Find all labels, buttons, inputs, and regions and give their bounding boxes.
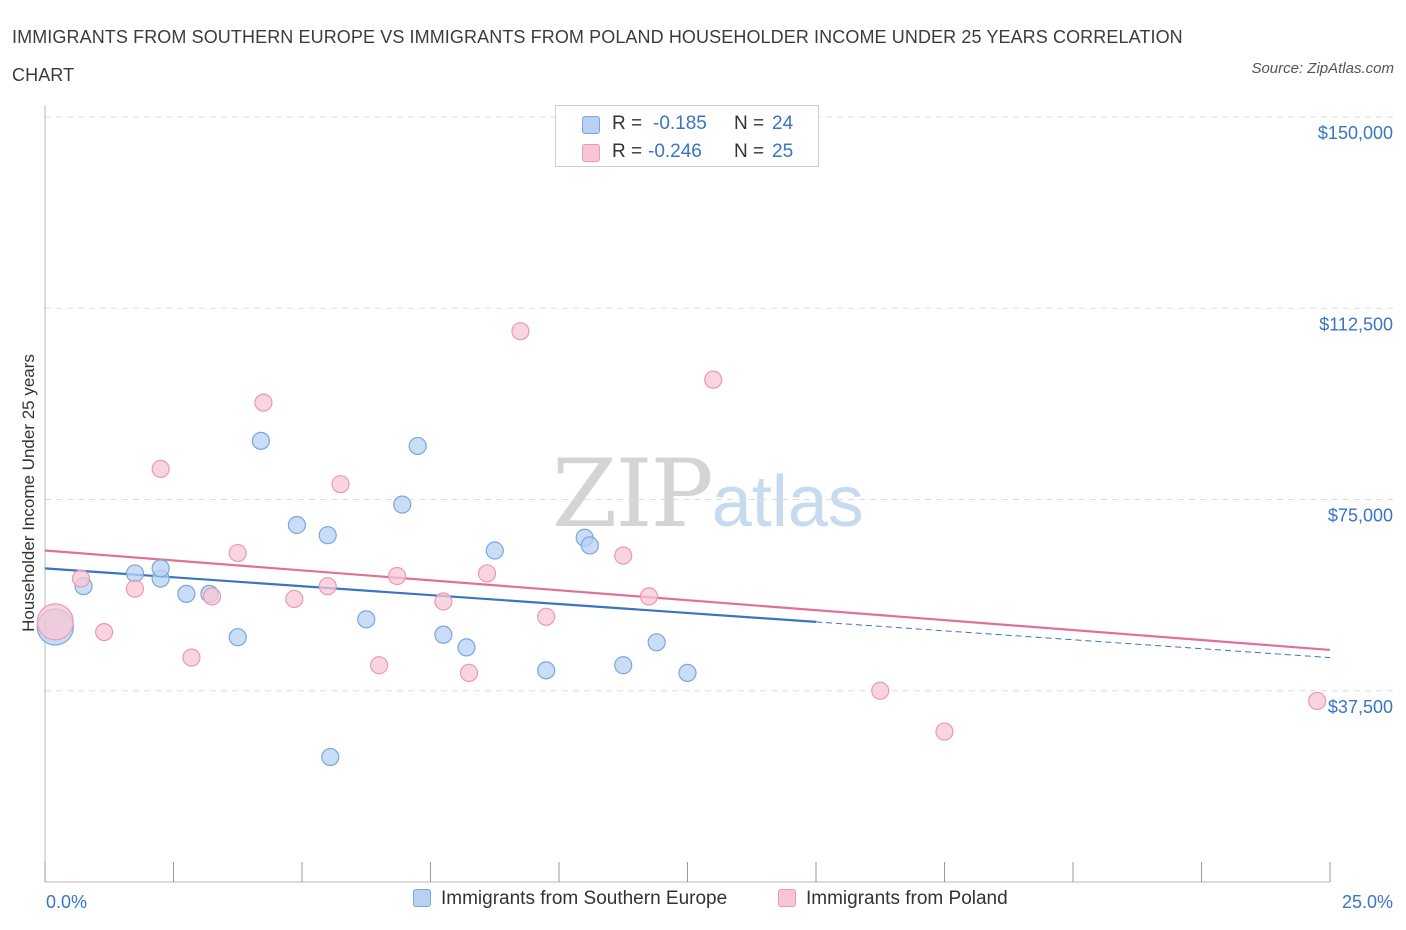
- legend-swatch-southern-europe: [582, 116, 600, 134]
- point-poland: [387, 566, 407, 586]
- point-poland: [36, 603, 74, 641]
- point-southern-europe: [125, 564, 145, 583]
- legend-r-value: -0.246: [648, 141, 702, 162]
- point-southern-europe: [251, 431, 270, 450]
- axis-labels: $37,500 $75,000 $112,500 $150,000 0.0% 25.0% H…: [19, 123, 1393, 912]
- point-southern-europe: [485, 541, 504, 560]
- data-points: [36, 322, 1327, 767]
- x-tick-label-min: 0.0%: [46, 892, 87, 912]
- legend-n-value: 25: [772, 141, 794, 162]
- point-poland: [1308, 691, 1327, 711]
- point-southern-europe: [647, 633, 666, 652]
- y-tick-label: $75,000: [1328, 506, 1393, 526]
- point-poland: [614, 546, 633, 565]
- point-poland: [511, 322, 530, 341]
- trend-line-southern-europe: [44, 567, 817, 623]
- point-southern-europe: [434, 625, 453, 644]
- legend-item-poland: Immigrants from Poland: [778, 888, 1008, 910]
- point-southern-europe: [287, 515, 306, 535]
- point-poland: [370, 656, 389, 675]
- legend-swatch-poland: [778, 889, 796, 907]
- chart-title: IMMIGRANTS FROM SOUTHERN EUROPE VS IMMIG…: [12, 27, 1183, 85]
- point-poland: [871, 681, 890, 700]
- grid-lines: [45, 116, 1395, 692]
- legend-label-southern-europe: Immigrants from Southern Europe: [441, 888, 728, 909]
- point-poland: [331, 475, 350, 494]
- point-southern-europe: [357, 610, 376, 629]
- point-poland: [639, 587, 659, 606]
- y-tick-label: $112,500: [1319, 314, 1393, 334]
- point-poland: [151, 459, 170, 478]
- point-poland: [182, 648, 201, 667]
- point-poland: [285, 589, 304, 609]
- legend-label-poland: Immigrants from Poland: [806, 888, 1008, 909]
- point-poland: [477, 564, 497, 583]
- point-poland: [704, 370, 723, 389]
- source-label: Source: ZipAtlas.com: [1251, 60, 1394, 77]
- x-tick-label-max: 25.0%: [1342, 892, 1393, 912]
- point-southern-europe: [318, 526, 337, 545]
- point-poland: [935, 722, 954, 741]
- point-southern-europe: [228, 628, 247, 647]
- legend-r-label: R =: [612, 141, 643, 162]
- point-poland: [71, 569, 91, 588]
- point-poland: [318, 577, 337, 596]
- point-southern-europe: [457, 638, 476, 657]
- point-poland: [254, 393, 273, 412]
- point-poland: [434, 592, 453, 611]
- legend-swatch-poland: [582, 144, 600, 162]
- y-axis-title: Householder Income Under 25 years: [19, 354, 38, 632]
- legend-n-label: N =: [734, 141, 765, 162]
- point-poland: [202, 587, 222, 606]
- legend-r-label: R =: [612, 113, 643, 134]
- legend-n-value: 24: [772, 113, 794, 134]
- trend-lines: [44, 549, 1331, 659]
- axes: [44, 105, 1331, 883]
- legend-swatch-southern-europe: [413, 889, 431, 907]
- point-southern-europe: [408, 436, 427, 456]
- point-southern-europe: [678, 663, 697, 683]
- point-poland: [228, 543, 247, 563]
- point-poland: [459, 663, 479, 683]
- legend-r-value: -0.185: [653, 113, 707, 134]
- point-poland: [537, 607, 556, 626]
- point-southern-europe: [614, 656, 633, 675]
- y-tick-label: $37,500: [1328, 697, 1393, 717]
- legend-n-label: N =: [734, 113, 765, 134]
- legend-item-southern-europe: Immigrants from Southern Europe: [413, 888, 727, 910]
- point-southern-europe: [177, 584, 196, 603]
- point-poland: [125, 579, 145, 598]
- point-southern-europe: [321, 747, 340, 767]
- trend-line-poland: [44, 549, 1331, 652]
- point-southern-europe: [151, 559, 170, 578]
- trend-line-southern-europe-extension: [815, 621, 1331, 659]
- y-tick-label: $150,000: [1318, 123, 1393, 143]
- point-southern-europe: [393, 495, 412, 514]
- stats-legend: R = -0.185 N = 24 R = -0.246 N = 25: [555, 105, 819, 167]
- point-southern-europe: [580, 536, 599, 555]
- point-southern-europe: [537, 661, 556, 680]
- point-poland: [95, 622, 114, 642]
